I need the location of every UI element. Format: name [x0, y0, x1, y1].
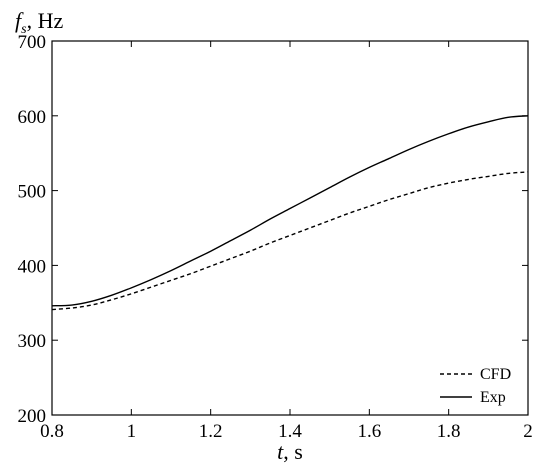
y-axis-unit: , Hz	[27, 8, 64, 33]
x-axis-unit: , s	[283, 439, 303, 464]
x-tick-label: 1.8	[437, 421, 461, 442]
legend-label-exp: Exp	[480, 389, 506, 406]
x-tick-label: 1.4	[278, 421, 302, 442]
x-axis-symbol: t	[277, 439, 284, 464]
x-tick-label: 2	[523, 421, 533, 442]
plot-frame	[51, 40, 529, 416]
y-tick-label: 400	[18, 256, 47, 277]
axis-ticks	[51, 40, 529, 416]
x-axis-label: t, s	[277, 439, 303, 464]
y-axis-subscript: s	[21, 22, 27, 37]
legend-label-cfd: CFD	[480, 366, 511, 383]
y-tick-label: 300	[18, 331, 47, 352]
series-line-exp	[51, 115, 529, 307]
y-tick-label: 700	[18, 32, 47, 53]
x-tick-label: 0.8	[40, 421, 64, 442]
axis-tick-labels: 0.8 1 1.2 1.4 1.6 1.8 2 200 300 400 500 600 700	[18, 32, 533, 442]
y-axis-symbol: f	[15, 8, 24, 33]
series-lines	[51, 115, 529, 311]
legend: CFD Exp	[440, 366, 511, 406]
x-tick-label: 1	[127, 421, 137, 442]
y-tick-label: 500	[18, 182, 47, 203]
x-tick-label: 1.2	[199, 421, 223, 442]
y-axis-label: fs, Hz	[15, 8, 63, 37]
x-tick-label: 1.6	[357, 421, 381, 442]
series-line-cfd	[51, 171, 529, 311]
y-tick-label: 200	[18, 406, 47, 427]
y-tick-label: 600	[18, 107, 47, 128]
